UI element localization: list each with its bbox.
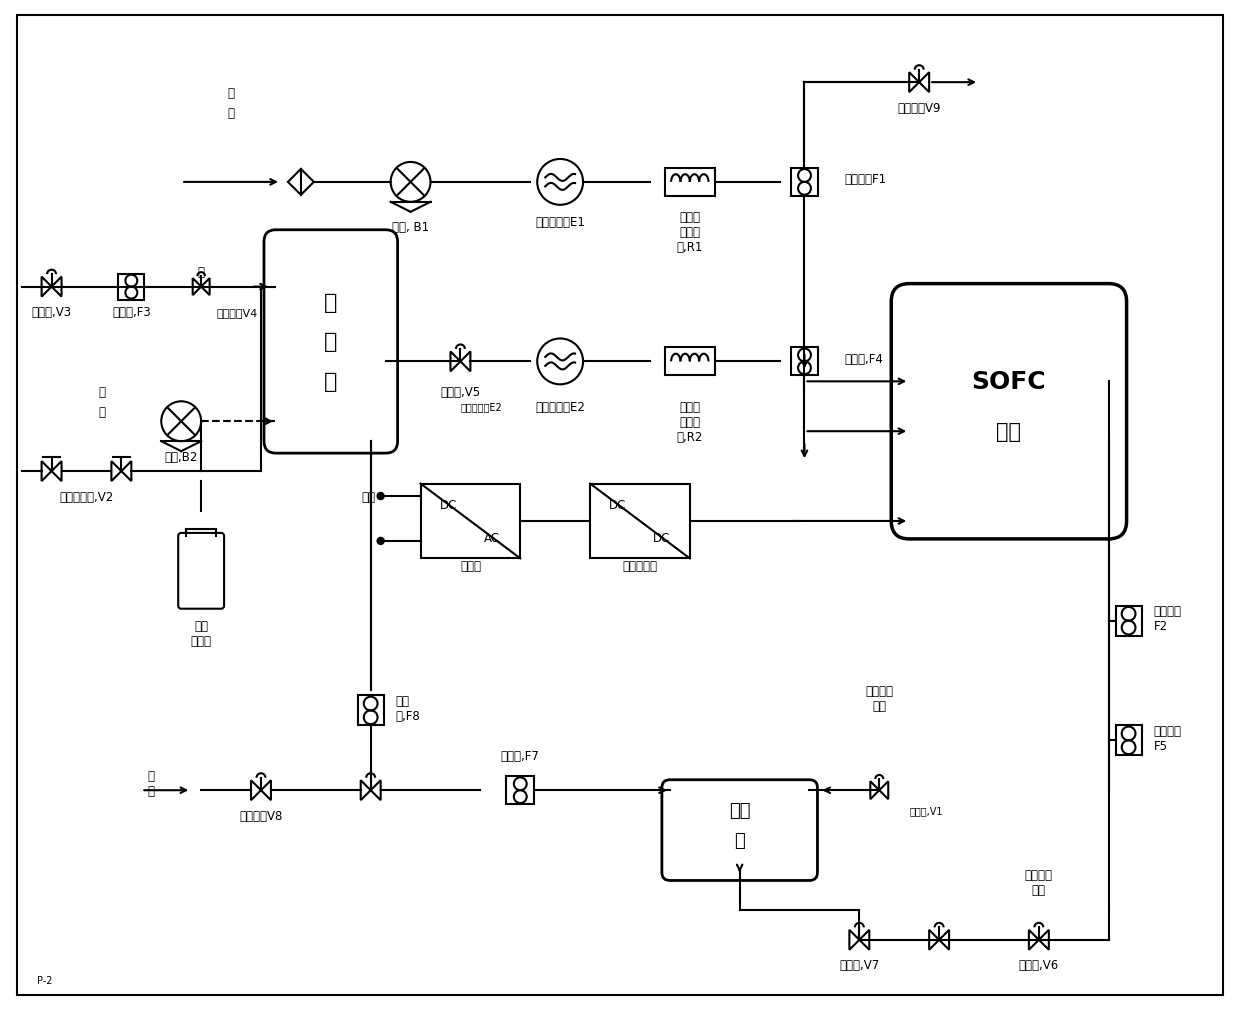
Text: 丝,R2: 丝,R2: [677, 431, 703, 443]
Text: 室: 室: [734, 831, 745, 849]
Text: 热交换器，E2: 热交换器，E2: [536, 400, 585, 413]
Text: F2: F2: [1153, 620, 1168, 633]
Text: 流量计，F1: 流量计，F1: [844, 173, 887, 186]
Bar: [357, 696, 383, 726]
Text: 流量计，: 流量计，: [1153, 724, 1182, 737]
Text: 可调加: 可调加: [680, 400, 701, 413]
Bar: [118, 274, 144, 300]
Bar: [1116, 607, 1142, 636]
Text: SOFC: SOFC: [972, 370, 1047, 394]
Text: F5: F5: [1153, 739, 1168, 752]
Text: 电磁阀，V9: 电磁阀，V9: [898, 101, 941, 114]
Text: 电磁阀,V5: 电磁阀,V5: [440, 385, 481, 398]
Bar: [1116, 726, 1142, 755]
Text: 电磁阀,V3: 电磁阀,V3: [31, 305, 72, 318]
Text: 整: 整: [324, 333, 337, 352]
Text: 流量计,F7: 流量计,F7: [501, 749, 539, 762]
Text: 阳极尾气: 阳极尾气: [1024, 868, 1053, 882]
Text: 歧管: 歧管: [1032, 884, 1045, 897]
Text: 重: 重: [324, 292, 337, 312]
Text: 燃烧: 燃烧: [729, 802, 750, 819]
Text: 室: 室: [324, 372, 337, 392]
Bar: [665, 169, 714, 197]
Text: 计,F8: 计,F8: [396, 710, 420, 722]
Text: 逆变器: 逆变器: [460, 560, 481, 573]
Text: 热交换器，E1: 热交换器，E1: [536, 216, 585, 229]
Text: DC: DC: [653, 532, 671, 545]
Text: 热电阻: 热电阻: [680, 416, 701, 429]
Text: 流量计,F3: 流量计,F3: [112, 305, 151, 318]
Text: 热交换器，E2: 热交换器，E2: [460, 402, 502, 411]
Text: 气: 气: [228, 106, 234, 119]
Text: 电磁阀,V6: 电磁阀,V6: [1019, 958, 1059, 972]
Text: AC: AC: [485, 532, 501, 545]
Text: 歧管: 歧管: [872, 700, 887, 712]
Text: 气: 气: [148, 784, 155, 797]
Bar: [665, 348, 714, 376]
Text: 风机,B2: 风机,B2: [165, 450, 198, 463]
Bar: [791, 348, 818, 376]
Text: 负载: 负载: [362, 490, 376, 503]
Text: 流量计，: 流量计，: [1153, 605, 1182, 618]
Text: 电磁阀,V7: 电磁阀,V7: [839, 958, 879, 972]
Bar: [506, 776, 534, 805]
Text: 空: 空: [228, 87, 234, 99]
Circle shape: [377, 493, 384, 500]
Text: 热电阻: 热电阻: [680, 226, 701, 239]
Text: 尾: 尾: [148, 769, 155, 782]
Text: 流量计,F4: 流量计,F4: [844, 353, 883, 366]
Text: P-2: P-2: [37, 975, 52, 985]
Bar: [590, 484, 689, 559]
Text: 风机, B1: 风机, B1: [392, 221, 429, 234]
Text: 丝,R1: 丝,R1: [677, 241, 703, 254]
Text: 流量: 流量: [396, 695, 409, 708]
Text: 电堆: 电堆: [997, 422, 1022, 442]
Text: 直流稳压器: 直流稳压器: [622, 560, 657, 573]
Bar: [791, 169, 818, 197]
Text: 点动阀，V4: 点动阀，V4: [216, 307, 258, 317]
Text: 电磁阀,V1: 电磁阀,V1: [909, 806, 942, 815]
Text: DC: DC: [609, 498, 626, 512]
Text: DC: DC: [440, 498, 458, 512]
Circle shape: [377, 538, 384, 545]
Text: 气: 气: [98, 405, 105, 419]
Text: 甲醇: 甲醇: [195, 620, 208, 633]
Text: 水: 水: [197, 266, 205, 279]
Text: 空: 空: [98, 385, 105, 398]
Bar: [420, 484, 521, 559]
Text: 阴极尾气: 阴极尾气: [866, 684, 893, 698]
Text: 可调加: 可调加: [680, 211, 701, 224]
Text: 手动减压阀,V2: 手动减压阀,V2: [60, 490, 114, 503]
Text: 储气罐: 储气罐: [191, 635, 212, 647]
Text: 电磁阀，V8: 电磁阀，V8: [239, 809, 283, 822]
